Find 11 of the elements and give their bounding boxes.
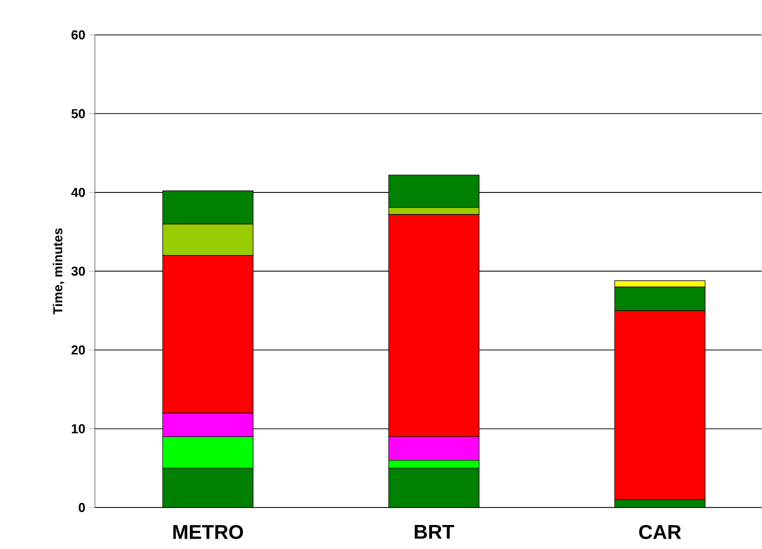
x-tick-label: BRT bbox=[414, 524, 454, 539]
y-tick-label: 30 bbox=[71, 266, 85, 276]
y-axis-title: Time, minutes bbox=[52, 228, 64, 314]
y-tick-label: 0 bbox=[78, 502, 85, 512]
y-tick-label: 10 bbox=[72, 424, 85, 434]
y-tick-label: 50 bbox=[71, 108, 85, 118]
y-tick-label: 60 bbox=[72, 30, 85, 40]
x-tick-label: CAR bbox=[639, 524, 682, 539]
y-tick-label: 40 bbox=[71, 188, 85, 197]
y-tick-label: 20 bbox=[72, 345, 85, 354]
x-tick-label: METRO bbox=[173, 524, 244, 539]
